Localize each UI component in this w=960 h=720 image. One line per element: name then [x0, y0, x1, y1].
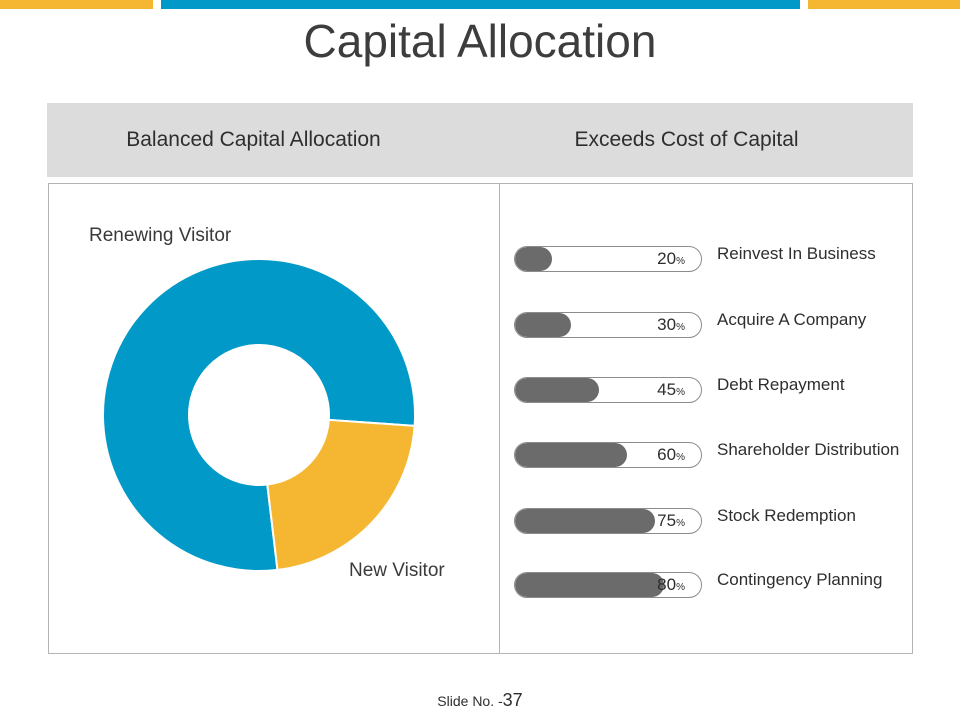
slide-number-value: 37: [502, 690, 523, 710]
progress-row: 30% Acquire A Company: [500, 310, 914, 340]
donut-chart: [102, 258, 416, 572]
top-accent-bar-center: [161, 0, 800, 9]
progress-value-number: 20: [657, 249, 677, 268]
progress-row: 20% Reinvest In Business: [500, 244, 914, 274]
progress-value: 75%: [657, 511, 685, 531]
top-accent-bar-right: [808, 0, 960, 9]
progress-fill: [515, 573, 664, 597]
progress-track: 60%: [514, 442, 702, 468]
slide-number-prefix: Slide No. -: [437, 693, 503, 709]
page-title: Capital Allocation: [303, 15, 657, 67]
top-accent-bar-left: [0, 0, 153, 9]
progress-row: 75% Stock Redemption: [500, 506, 914, 536]
progress-value: 30%: [657, 315, 685, 335]
progress-track: 75%: [514, 508, 702, 534]
header-left-label: Balanced Capital Allocation: [126, 128, 381, 151]
progress-value-number: 30: [657, 315, 677, 334]
slide-number: Slide No. -37: [0, 690, 960, 711]
progress-fill: [515, 378, 599, 402]
header-balanced-capital: Balanced Capital Allocation: [47, 103, 460, 177]
progress-label: Stock Redemption: [717, 506, 856, 525]
progress-track: 30%: [514, 312, 702, 338]
header-right-label: Exceeds Cost of Capital: [574, 128, 799, 151]
progress-track: 20%: [514, 246, 702, 272]
progress-value-unit: %: [676, 518, 685, 529]
progress-value-number: 80: [657, 575, 677, 594]
donut-slice-new-visitor: [266, 418, 416, 572]
progress-label: Reinvest In Business: [717, 244, 876, 263]
progress-track: 45%: [514, 377, 702, 403]
progress-value: 20%: [657, 249, 685, 269]
progress-label: Contingency Planning: [717, 570, 883, 589]
progress-track: 80%: [514, 572, 702, 598]
progress-row: 80% Contingency Planning: [500, 570, 914, 600]
progress-fill: [515, 509, 655, 533]
progress-value: 80%: [657, 575, 685, 595]
progress-bars-panel: 20% Reinvest In Business 30% Acquire A Comp…: [499, 183, 913, 654]
progress-value-unit: %: [676, 322, 685, 333]
progress-label: Acquire A Company: [717, 310, 867, 329]
progress-row: 60% Shareholder Distribution: [500, 440, 914, 470]
progress-label: Shareholder Distribution: [717, 440, 900, 459]
progress-value: 60%: [657, 445, 685, 465]
donut-label-new-visitor: New Visitor: [349, 560, 445, 581]
progress-fill: [515, 313, 571, 337]
header-exceeds-cost: Exceeds Cost of Capital: [460, 103, 913, 177]
progress-value-unit: %: [676, 387, 685, 398]
progress-fill: [515, 443, 627, 467]
progress-value-unit: %: [676, 452, 685, 463]
donut-slice-renewing-visitor: [102, 258, 416, 572]
progress-value-number: 60: [657, 445, 677, 464]
donut-chart-panel: Renewing Visitor New Visitor: [48, 183, 500, 654]
progress-value-unit: %: [676, 582, 685, 593]
progress-fill: [515, 247, 553, 271]
progress-value-unit: %: [676, 256, 685, 267]
progress-value: 45%: [657, 380, 685, 400]
donut-label-renewing-visitor: Renewing Visitor: [89, 225, 232, 246]
progress-value-number: 45: [657, 380, 677, 399]
progress-row: 45% Debt Repayment: [500, 375, 914, 405]
progress-label: Debt Repayment: [717, 375, 845, 394]
progress-value-number: 75: [657, 511, 677, 530]
